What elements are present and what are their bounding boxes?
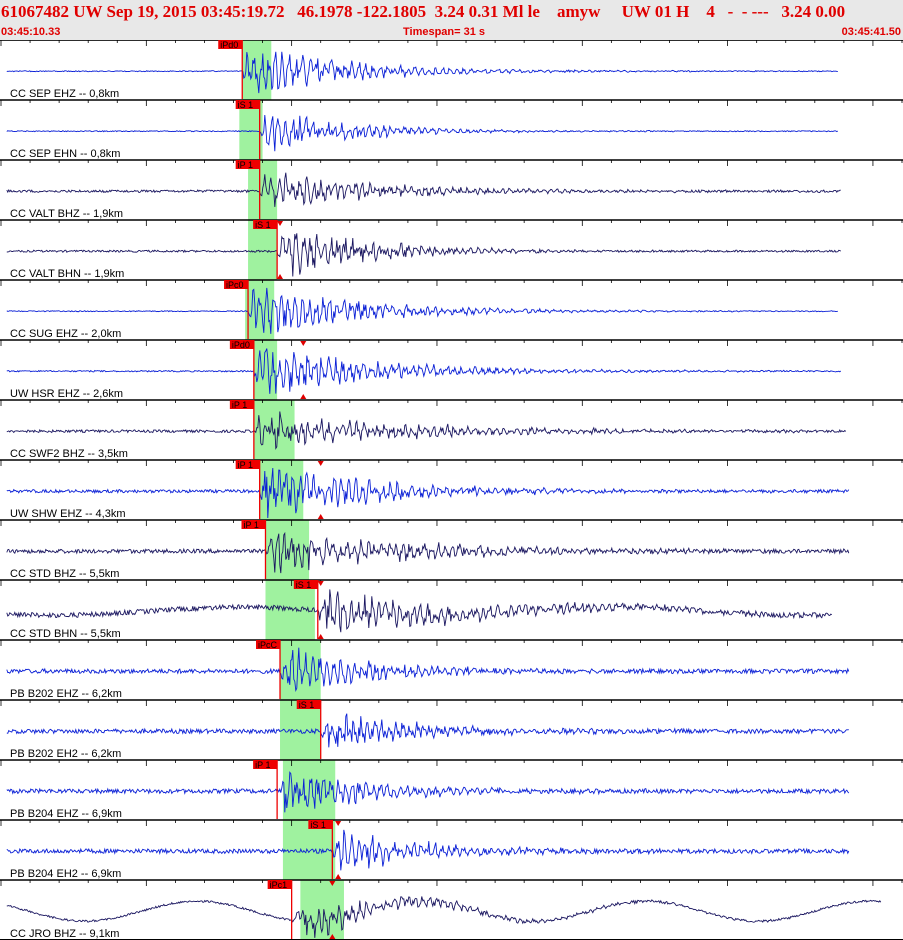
trace-row[interactable]: iS 1 CC SEP EHN -- 0,8km: [0, 99, 903, 160]
pick-label: iS 1: [238, 100, 254, 110]
seismogram-waveform: [6, 467, 850, 519]
pick-flag[interactable]: [229, 340, 254, 349]
pick-label: iP 1: [238, 460, 253, 470]
pick-flag[interactable]: [308, 820, 333, 829]
seismogram-waveform: [6, 713, 849, 748]
pick-label: iPc1: [270, 880, 288, 890]
trace-row[interactable]: iP 1 PB B204 EHZ -- 6,9km: [0, 759, 903, 820]
trace-station-label: CC SEP EHZ -- 0,8km: [10, 88, 119, 100]
pick-flag[interactable]: [235, 460, 260, 469]
trace-row[interactable]: iS 1 PB B202 EH2 -- 6,2km: [0, 699, 903, 760]
seismogram-waveform: [6, 829, 850, 871]
amp-marker-bottom: [335, 874, 342, 879]
seismogram-panel[interactable]: iPd0 CC SEP EHZ -- 0,8km iS 1 CC SEP EHN --…: [0, 40, 903, 940]
pick-label: iP 1: [232, 400, 247, 410]
trace-row[interactable]: iP 1 UW SHW EHZ -- 4,3km: [0, 459, 903, 520]
pick-window-highlight: [242, 40, 272, 100]
seismogram-waveform: [6, 51, 838, 94]
trace-row[interactable]: iPd0 CC SEP EHZ -- 0,8km: [0, 40, 903, 100]
amp-marker-top: [277, 221, 284, 226]
timespan-label: Timespan= 31 s: [403, 26, 486, 38]
trace-station-label: CC JRO BHZ -- 9,1km: [10, 928, 119, 940]
pick-flag[interactable]: [253, 760, 278, 769]
trace-station-label: CC SWF2 BHZ -- 3,5km: [10, 448, 128, 460]
trace-row[interactable]: iP 1 CC STD BHZ -- 5,5km: [0, 519, 903, 580]
trace-station-label: CC SUG EHZ -- 2,0km: [10, 328, 121, 340]
trace-station-label: PB B202 EH2 -- 6,2km: [10, 748, 121, 760]
pick-flag[interactable]: [267, 880, 292, 889]
trace-station-label: PB B204 EHZ -- 6,9km: [10, 808, 122, 820]
amp-marker-top: [335, 821, 342, 826]
pick-label: iS 1: [296, 580, 312, 590]
trace-row[interactable]: iPd0 UW HSR EHZ -- 2,6km: [0, 339, 903, 400]
pick-label: iP 1: [243, 520, 258, 530]
trace-station-label: UW HSR EHZ -- 2,6km: [10, 388, 123, 400]
pick-label: iP 1: [255, 760, 270, 770]
trace-station-label: PB B204 EH2 -- 6,9km: [10, 868, 121, 880]
pick-label: iPcC: [258, 640, 278, 650]
pick-flag[interactable]: [256, 640, 281, 649]
pick-window-highlight: [245, 280, 275, 340]
trace-station-label: CC STD BHN -- 5,5km: [10, 628, 121, 640]
pick-flag[interactable]: [218, 40, 243, 49]
pick-label: iPc0: [226, 280, 244, 290]
trace-station-label: CC SEP EHN -- 0,8km: [10, 148, 120, 160]
amp-marker-bottom: [329, 934, 336, 939]
trace-row[interactable]: iPc0 CC SUG EHZ -- 2,0km: [0, 279, 903, 340]
pick-flag[interactable]: [293, 580, 318, 589]
pick-label: iS 1: [310, 820, 326, 830]
amp-marker-top: [329, 881, 336, 886]
amp-marker-top: [317, 461, 324, 466]
amp-marker-bottom: [277, 274, 284, 279]
pick-flag[interactable]: [241, 520, 266, 529]
trace-row[interactable]: iP 1 CC SWF2 BHZ -- 3,5km: [0, 399, 903, 460]
seismogram-waveform: [6, 531, 850, 574]
trace-row[interactable]: iS 1 PB B204 EH2 -- 6,9km: [0, 819, 903, 880]
trace-station-label: CC STD BHZ -- 5,5km: [10, 568, 119, 580]
trace-row[interactable]: iS 1 CC VALT BHN -- 1,9km: [0, 219, 903, 280]
amp-marker-bottom: [300, 394, 307, 399]
pick-window-highlight: [280, 700, 321, 760]
pick-window-highlight: [248, 220, 278, 280]
seismogram-waveform: [6, 348, 842, 394]
seismogram-waveform: [6, 114, 839, 152]
seismogram-waveform: [6, 172, 841, 207]
amp-marker-top: [300, 341, 307, 346]
amp-marker-top: [317, 581, 324, 586]
trace-station-label: UW SHW EHZ -- 4,3km: [10, 508, 126, 520]
pick-flag[interactable]: [235, 160, 260, 169]
trace-station-label: CC VALT BHZ -- 1,9km: [10, 208, 123, 220]
pick-window-highlight: [239, 100, 263, 160]
pick-flag[interactable]: [253, 220, 278, 229]
pick-flag[interactable]: [296, 700, 321, 709]
pick-label: iS 1: [255, 220, 271, 230]
time-end-label: 03:45:41.50: [841, 26, 901, 38]
seismogram-waveform: [6, 771, 850, 813]
seismogram-waveform: [6, 589, 833, 633]
event-header: 61067482 UW Sep 19, 2015 03:45:19.72 46.…: [0, 0, 903, 41]
pick-flag[interactable]: [224, 280, 249, 289]
pick-flag[interactable]: [235, 100, 260, 109]
pick-label: iPd0: [232, 340, 250, 350]
seismogram-waveform: [6, 233, 842, 277]
pick-label: iS 1: [299, 700, 315, 710]
trace-station-label: PB B202 EHZ -- 6,2km: [10, 688, 122, 700]
seismogram-waveform: [6, 647, 850, 693]
trace-station-label: CC VALT BHN -- 1,9km: [10, 268, 124, 280]
amp-marker-bottom: [317, 634, 324, 639]
pick-flag[interactable]: [229, 400, 254, 409]
seismogram-waveform: [6, 287, 838, 334]
trace-row[interactable]: iPc1 CC JRO BHZ -- 9,1km: [0, 879, 903, 940]
pick-label: iP 1: [238, 160, 253, 170]
amp-marker-bottom: [317, 514, 324, 519]
event-summary-title: 61067482 UW Sep 19, 2015 03:45:19.72 46.…: [1, 2, 846, 21]
trace-row[interactable]: iS 1 CC STD BHN -- 5,5km: [0, 579, 903, 640]
seismogram-waveform: [6, 896, 882, 938]
pick-label: iPd0: [220, 40, 238, 50]
time-start-label: 03:45:10.33: [1, 26, 61, 38]
trace-row[interactable]: iPcC PB B202 EHZ -- 6,2km: [0, 639, 903, 700]
seismogram-waveform: [6, 411, 847, 450]
trace-row[interactable]: iP 1 CC VALT BHZ -- 1,9km: [0, 159, 903, 220]
